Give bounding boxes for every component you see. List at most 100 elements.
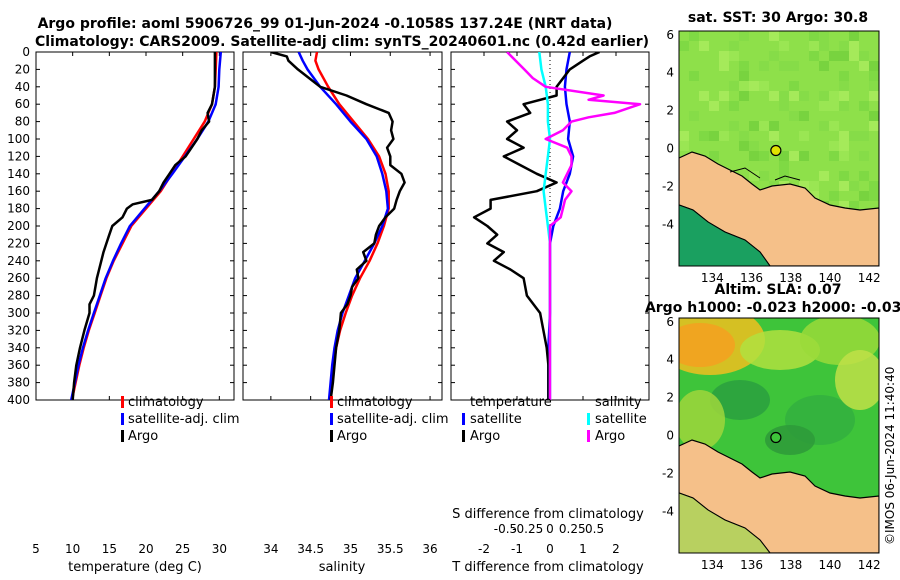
sst-pixel xyxy=(869,61,879,71)
sst-pixel xyxy=(749,171,759,181)
x-tick-label: 15 xyxy=(102,542,117,556)
sst-pixel xyxy=(749,121,759,131)
sla-map-title1: Altim. SLA: 0.07 xyxy=(714,282,841,298)
map-y-tick-label: 2 xyxy=(666,391,674,405)
sst-pixel xyxy=(739,61,749,71)
sal-legend-satellite-swatch xyxy=(330,413,333,425)
sst-pixel xyxy=(799,181,809,191)
sst-pixel xyxy=(779,91,789,101)
sst-pixel xyxy=(759,61,769,71)
sst-pixel xyxy=(849,131,859,141)
diff-legend-salinity-header: salinity xyxy=(595,395,642,410)
sst-pixel xyxy=(809,181,819,191)
series-climatology xyxy=(70,52,218,400)
sst-pixel xyxy=(759,171,769,181)
x-tick-label: 1 xyxy=(579,542,587,556)
sst-pixel xyxy=(699,91,709,101)
sst-pixel xyxy=(849,41,859,51)
sla-map-frame xyxy=(678,317,880,554)
diff-legend-s-argo: Argo xyxy=(595,429,625,444)
sst-pixel xyxy=(759,151,769,161)
title-line2: Climatology: CARS2009. Satellite-adj cli… xyxy=(35,34,649,50)
sst-pixel xyxy=(869,121,879,131)
map-y-tick-label: -4 xyxy=(662,217,674,231)
map-y-tick-label: 2 xyxy=(666,104,674,118)
s-tick-label: 0 xyxy=(546,522,554,536)
sst-pixel xyxy=(869,111,879,121)
sst-pixel xyxy=(819,91,829,101)
sla-argo-marker xyxy=(770,431,782,444)
sst-pixel xyxy=(839,201,849,211)
map-x-tick-label: 138 xyxy=(779,558,802,572)
series-satellite-adj-clim xyxy=(297,52,390,400)
sal-legend-climatology: climatology xyxy=(337,395,413,410)
sst-pixel xyxy=(689,31,699,41)
x-tick-label: 30 xyxy=(212,542,227,556)
x-tick-label: 20 xyxy=(138,542,153,556)
sst-pixel xyxy=(839,181,849,191)
sst-pixel xyxy=(859,101,869,111)
sst-pixel xyxy=(679,41,689,51)
depth-tick-label: 200 xyxy=(7,219,30,233)
sst-pixel xyxy=(729,81,739,91)
depth-tick-label: 320 xyxy=(7,323,30,337)
salinity-axes xyxy=(242,51,443,401)
sst-pixel xyxy=(709,131,719,141)
depth-tick-label: 160 xyxy=(7,184,30,198)
x-tick-label: 2 xyxy=(612,542,620,556)
sst-pixel xyxy=(809,51,819,61)
sst-pixel xyxy=(769,121,779,131)
sst-pixel xyxy=(819,41,829,51)
map-x-tick-label: 138 xyxy=(779,271,802,285)
series-s-argo xyxy=(506,52,642,400)
sst-pixel xyxy=(729,121,739,131)
series-satellite-adj-clim xyxy=(69,52,223,400)
sst-pixel xyxy=(739,141,749,151)
sst-pixel xyxy=(859,151,869,161)
sst-pixel xyxy=(699,131,709,141)
sst-pixel xyxy=(859,131,869,141)
sst-pixel xyxy=(789,151,799,161)
diff-legend-t-satellite-swatch xyxy=(462,413,465,425)
sst-pixel xyxy=(689,111,699,121)
diff-legend-t-satellite: satellite xyxy=(470,412,522,427)
sst-pixel xyxy=(829,141,839,151)
sst-pixel xyxy=(819,31,829,41)
sst-pixel xyxy=(869,81,879,91)
sst-pixel xyxy=(799,111,809,121)
sla-anomaly xyxy=(679,323,735,367)
sst-pixel xyxy=(749,81,759,91)
diff-legend-temperature-header: temperature xyxy=(470,395,552,410)
series-argo xyxy=(71,52,217,400)
map-y-tick-label: -2 xyxy=(662,466,674,480)
sst-pixel xyxy=(829,51,839,61)
series-t-argo xyxy=(472,52,601,400)
sla-anomaly xyxy=(835,350,879,410)
sst-pixel xyxy=(789,111,799,121)
x-tick-label: -1 xyxy=(511,542,523,556)
map-x-tick-label: 140 xyxy=(819,271,842,285)
sst-pixel xyxy=(749,141,759,151)
sst-pixel xyxy=(719,131,729,141)
temperature-xlabel: temperature (deg C) xyxy=(68,560,202,575)
sst-pixel xyxy=(759,81,769,91)
sst-pixel xyxy=(719,51,729,61)
depth-tick-label: 280 xyxy=(7,289,30,303)
sst-pixel xyxy=(729,51,739,61)
sst-pixel xyxy=(789,61,799,71)
depth-tick-label: 80 xyxy=(15,115,30,129)
sst-shelf xyxy=(679,204,771,266)
legend-argo: Argo xyxy=(128,429,158,444)
series-argo xyxy=(270,52,406,400)
s-tick-label: 0.25 xyxy=(559,522,586,536)
sla-map-title2: Argo h1000: -0.023 h2000: -0.033 xyxy=(645,300,900,316)
legend-climatology-swatch xyxy=(121,396,124,408)
x-tick-label: -2 xyxy=(478,542,490,556)
diff-legend-t-argo: Argo xyxy=(470,429,500,444)
sal-legend-satellite: satellite-adj. clim xyxy=(337,412,449,427)
sst-pixel xyxy=(819,101,829,111)
depth-tick-label: 360 xyxy=(7,358,30,372)
series-t-satellite xyxy=(547,52,575,400)
sst-pixel xyxy=(859,171,869,181)
map-y-tick-label: 0 xyxy=(666,142,674,156)
